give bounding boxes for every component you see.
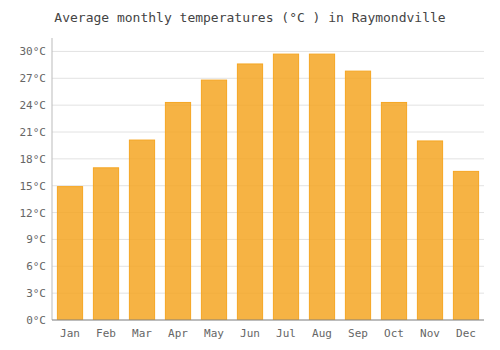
y-tick-label: 21°C xyxy=(20,126,47,139)
bar xyxy=(237,64,262,320)
y-tick-label: 27°C xyxy=(20,72,47,85)
bar xyxy=(57,187,82,320)
x-tick-label: Feb xyxy=(96,327,116,340)
grid-line xyxy=(52,320,484,321)
bar xyxy=(165,102,190,320)
x-tick-label: Jul xyxy=(276,327,296,340)
grid-line xyxy=(52,105,484,106)
y-tick-label: 24°C xyxy=(20,99,47,112)
x-tick-label: May xyxy=(204,327,224,340)
x-tick-label: Nov xyxy=(420,327,440,340)
bar xyxy=(93,168,118,320)
bar xyxy=(273,54,298,320)
bar xyxy=(309,54,334,320)
x-axis-line xyxy=(52,320,484,321)
y-tick-label: 30°C xyxy=(20,45,47,58)
grid-line xyxy=(52,132,484,133)
x-tick-label: Aug xyxy=(312,327,332,340)
bar xyxy=(129,140,154,320)
y-tick-label: 3°C xyxy=(26,287,46,300)
y-tick-label: 9°C xyxy=(26,233,46,246)
bar xyxy=(417,141,442,320)
y-axis-line xyxy=(52,38,53,320)
bar xyxy=(345,71,370,320)
x-tick-label: Apr xyxy=(168,327,188,340)
grid-line xyxy=(52,78,484,79)
bars xyxy=(57,54,478,320)
bar xyxy=(381,102,406,320)
x-tick-label: Dec xyxy=(456,327,476,340)
x-tick-label: Oct xyxy=(384,327,404,340)
x-tick-label: Mar xyxy=(132,327,152,340)
grid xyxy=(52,51,484,320)
x-tick-label: Jun xyxy=(240,327,260,340)
bar xyxy=(201,80,226,320)
title: Average monthly temperatures (°C ) in Ra… xyxy=(54,10,446,25)
y-tick-label: 6°C xyxy=(26,260,46,273)
y-tick-label: 18°C xyxy=(20,153,47,166)
x-tick-label: Sep xyxy=(348,327,368,340)
grid-line xyxy=(52,51,484,52)
y-tick-label: 0°C xyxy=(26,314,46,327)
y-tick-label: 15°C xyxy=(20,180,47,193)
chart: Average monthly temperatures (°C ) in Ra… xyxy=(0,0,500,350)
y-tick-label: 12°C xyxy=(20,207,47,220)
bar xyxy=(453,171,478,320)
x-tick-label: Jan xyxy=(60,327,80,340)
